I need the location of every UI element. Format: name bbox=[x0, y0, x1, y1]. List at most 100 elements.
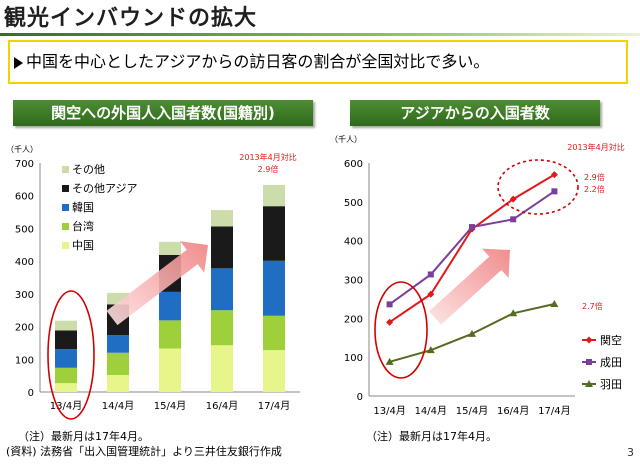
bar-4-1 bbox=[211, 345, 233, 392]
bullet-arrow-icon bbox=[14, 56, 23, 69]
bar-1-4 bbox=[55, 330, 77, 350]
title-underline bbox=[0, 33, 640, 36]
left-y-tick-300: 300 bbox=[15, 290, 34, 301]
right-chart-title: アジアからの入国者数 bbox=[350, 100, 600, 126]
ratio-label-3: 2.7倍 bbox=[582, 301, 603, 311]
left-y-tick-200: 200 bbox=[15, 323, 34, 334]
right-y-tick-600: 600 bbox=[344, 159, 363, 170]
point-3-1 bbox=[385, 357, 394, 365]
left-x-tick-4: 16/4月 bbox=[206, 400, 238, 412]
bar-4-4 bbox=[211, 226, 233, 269]
bar-2-2 bbox=[107, 352, 129, 375]
ratio-label-1: 2.9倍 bbox=[584, 172, 605, 182]
right-legend-label-2: 成田 bbox=[600, 356, 622, 369]
key-message-text: 中国を中心としたアジアからの訪日客の割合が全国対比で多い。 bbox=[26, 52, 490, 71]
right-x-tick-1: 13/4月 bbox=[373, 405, 405, 417]
page-number: 3 bbox=[627, 446, 634, 459]
left-annotation-value: 2.9倍 bbox=[258, 164, 279, 174]
left-y-tick-500: 500 bbox=[15, 224, 34, 235]
right-legend-label-1: 関空 bbox=[600, 333, 622, 347]
left-y-tick-700: 700 bbox=[15, 159, 34, 170]
left-y-tick-400: 400 bbox=[15, 257, 34, 268]
bar-1-1 bbox=[55, 383, 77, 392]
left-y-tick-600: 600 bbox=[15, 192, 34, 203]
left-annotation-label: 2013年4月対比 bbox=[239, 152, 296, 162]
bar-2-5 bbox=[107, 292, 129, 305]
left-note: （注）最新月は17年4月。 bbox=[18, 430, 149, 443]
left-x-tick-2: 14/4月 bbox=[102, 400, 134, 412]
right-y-tick-400: 400 bbox=[344, 237, 363, 248]
point-2-5 bbox=[551, 188, 558, 195]
bar-4-5 bbox=[211, 210, 233, 227]
bar-4-3 bbox=[211, 268, 233, 311]
key-message-box: 中国を中心としたアジアからの訪日客の割合が全国対比で多い。 bbox=[8, 40, 628, 84]
right-x-tick-2: 14/4月 bbox=[415, 405, 447, 417]
point-2-2 bbox=[427, 271, 434, 278]
bar-5-2 bbox=[263, 315, 285, 351]
bar-3-2 bbox=[159, 320, 181, 349]
left-y-tick-100: 100 bbox=[15, 355, 34, 366]
right-x-tick-3: 15/4月 bbox=[456, 405, 488, 417]
bar-5-4 bbox=[263, 206, 285, 261]
right-legend-marker-2 bbox=[586, 359, 592, 365]
right-y-tick-500: 500 bbox=[344, 198, 363, 209]
left-chart-title: 関空への外国人入国者数(国籍別) bbox=[13, 100, 313, 126]
point-2-4 bbox=[510, 216, 517, 223]
ratio-label-2: 2.2倍 bbox=[584, 184, 605, 194]
left-x-tick-5: 17/4月 bbox=[258, 400, 290, 412]
left-legend-label-5: 中国 bbox=[72, 239, 94, 252]
point-3-3 bbox=[468, 329, 476, 337]
point-2-1 bbox=[386, 301, 393, 308]
right-y-tick-200: 200 bbox=[344, 314, 363, 325]
point-1-2 bbox=[427, 290, 435, 298]
left-legend-label-3: 韓国 bbox=[72, 201, 94, 214]
right-y-tick-300: 300 bbox=[344, 276, 363, 287]
bar-3-1 bbox=[159, 348, 181, 392]
bar-3-5 bbox=[159, 241, 181, 255]
left-legend-swatch-1 bbox=[62, 166, 69, 173]
right-highlight-ellipse-top bbox=[497, 159, 579, 215]
right-trend-arrow bbox=[428, 248, 510, 325]
left-highlight-ellipse bbox=[47, 290, 95, 420]
right-annotation-label: 2013年4月対比 bbox=[567, 142, 624, 152]
bar-1-2 bbox=[55, 367, 77, 384]
point-1-5 bbox=[550, 171, 558, 179]
right-legend-marker-1 bbox=[585, 336, 593, 344]
point-3-5 bbox=[550, 299, 559, 307]
right-note: （注）最新月は17年4月。 bbox=[366, 430, 497, 443]
left-legend-swatch-3 bbox=[62, 204, 69, 211]
right-unit-label: （千人） bbox=[330, 134, 362, 144]
left-y-tick-0: 0 bbox=[28, 388, 34, 399]
bar-1-3 bbox=[55, 349, 77, 368]
right-legend-marker-3 bbox=[585, 380, 593, 387]
left-legend-swatch-4 bbox=[62, 223, 69, 230]
left-legend-label-2: その他アジア bbox=[72, 182, 138, 195]
left-x-tick-3: 15/4月 bbox=[154, 400, 186, 412]
right-highlight-ellipse-left bbox=[374, 281, 428, 379]
point-3-2 bbox=[426, 346, 435, 354]
left-unit-label: （千人） bbox=[6, 144, 38, 154]
bar-3-3 bbox=[159, 291, 181, 321]
left-trend-arrow bbox=[106, 241, 208, 326]
right-y-tick-100: 100 bbox=[344, 353, 363, 364]
point-3-4 bbox=[509, 309, 518, 317]
point-1-4 bbox=[509, 195, 517, 203]
bar-2-3 bbox=[107, 335, 129, 353]
bar-1-5 bbox=[55, 320, 77, 331]
left-legend-swatch-5 bbox=[62, 242, 69, 249]
bar-2-1 bbox=[107, 374, 129, 392]
series-line-1 bbox=[389, 173, 555, 324]
left-legend-label-1: その他 bbox=[72, 163, 105, 176]
bar-5-5 bbox=[263, 184, 285, 207]
bar-5-1 bbox=[263, 350, 285, 392]
right-y-tick-0: 0 bbox=[357, 392, 363, 403]
right-x-tick-4: 16/4月 bbox=[497, 405, 529, 417]
point-2-3 bbox=[469, 224, 475, 231]
bar-4-2 bbox=[211, 310, 233, 346]
right-x-tick-5: 17/4月 bbox=[538, 405, 570, 417]
bar-5-3 bbox=[263, 260, 285, 316]
left-legend-swatch-2 bbox=[62, 185, 69, 192]
page-title: 観光インバウンドの拡大 bbox=[4, 6, 258, 31]
point-1-1 bbox=[386, 318, 394, 326]
